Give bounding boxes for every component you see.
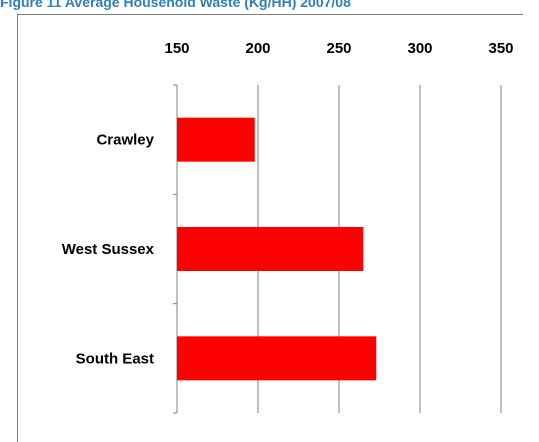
category-label-south-east: South East [76,350,154,367]
axes [173,84,178,414]
x-tick-label-300: 300 [407,40,432,57]
x-tick-label-150: 150 [164,40,189,57]
bar-crawley [177,117,255,162]
bar-west-sussex [177,227,364,271]
x-tick-label-350: 350 [488,40,513,57]
x-tick-label-200: 200 [245,40,270,57]
bar-south-east [177,336,377,381]
category-label-crawley: Crawley [96,132,154,149]
bars [177,117,377,381]
chart-frame [17,14,523,442]
labels: 150 200 250 300 350 Crawley West Sussex South E… [62,40,514,367]
category-label-west-sussex: West Sussex [62,241,155,258]
x-tick-label-250: 250 [326,40,351,57]
figure-caption: Figure 11 Average Household Waste (Kg/HH… [0,0,351,10]
